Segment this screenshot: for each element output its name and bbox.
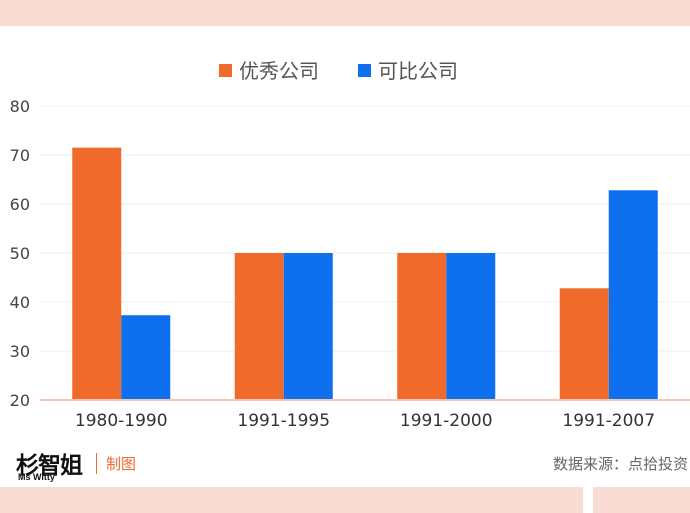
legend: 优秀公司 可比公司 [219,59,458,83]
brand-logo: 杉智姐 Ms Witty [16,446,86,482]
top-band [0,0,690,26]
data-source: 数据来源：点拾投资 [552,455,688,473]
y-tick-label: 20 [10,391,30,410]
y-tick-label: 40 [10,293,30,312]
y-tick-label: 80 [10,97,30,116]
x-tick-label: 1991-2007 [562,411,655,431]
chart-maker-label: 制图 [106,455,137,473]
x-tick-label: 1980-1990 [75,411,168,431]
bar-chart: 优秀公司 可比公司 20 30 40 50 60 70 80 1980-1990 1991-199… [10,59,690,431]
bar-series-2 [446,253,496,400]
y-tick-label: 50 [10,244,30,263]
y-tick-label: 60 [10,195,30,214]
y-tick-label: 30 [10,342,30,361]
footer-divider [96,453,97,474]
bars [72,147,658,400]
bar-series-1 [397,253,447,400]
bar-series-2 [121,315,171,400]
x-tick-label: 1991-1995 [237,411,330,431]
logo-text: 杉智姐 [16,453,83,479]
bar-series-2 [608,190,658,400]
legend-swatch [219,64,232,77]
bar-series-1 [72,147,122,400]
legend-label: 优秀公司 [239,59,319,83]
bar-series-2 [283,253,333,400]
legend-label: 可比公司 [378,59,458,83]
y-tick-label: 70 [10,146,30,165]
axes: 20 30 40 50 60 70 80 1980-1990 1991-1995 1991-200… [10,97,690,431]
band-notch [583,487,593,513]
legend-swatch [358,64,371,77]
footer: 杉智姐 Ms Witty 制图 数据来源：点拾投资 [0,440,690,487]
bar-series-1 [559,288,609,400]
x-tick-label: 1991-2000 [400,411,493,431]
bar-series-1 [234,253,284,400]
bottom-band [0,487,690,513]
logo-subtext: Ms Witty [18,472,55,482]
